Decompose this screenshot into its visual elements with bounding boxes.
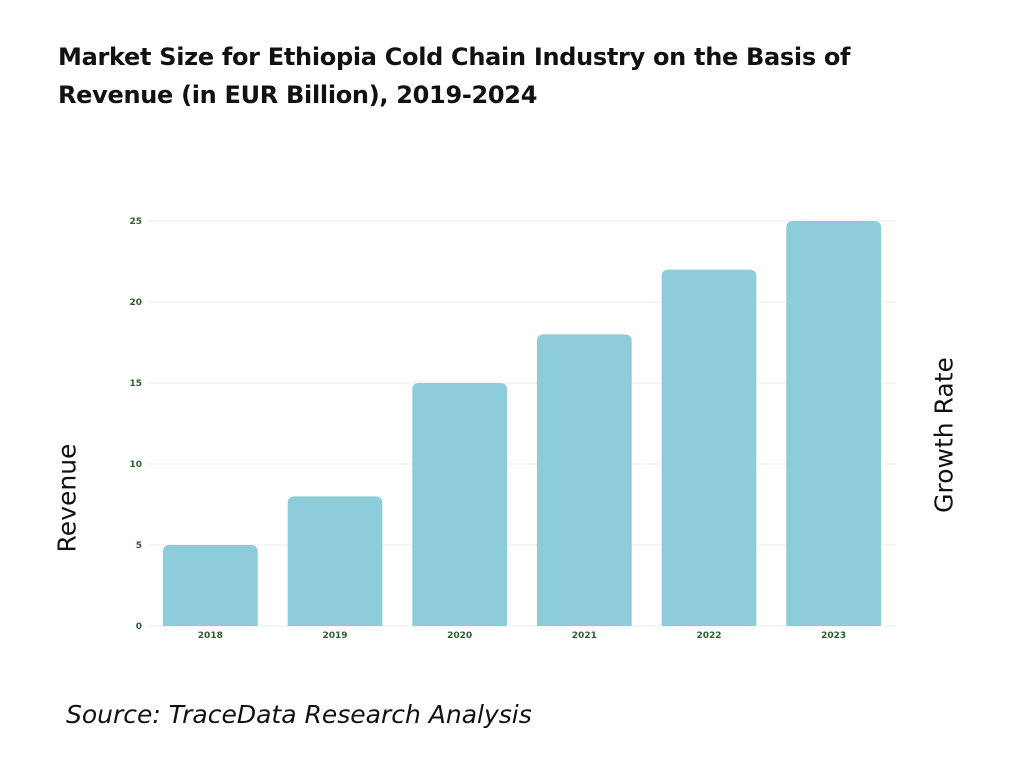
bar — [287, 496, 383, 626]
x-axis-ticks: 2018 2019 2020 2021 2022 2023 — [198, 631, 846, 641]
y-axis-ticks: 0 5 10 15 20 25 — [129, 217, 142, 632]
x-tick-label: 2022 — [696, 631, 721, 641]
x-tick-label: 2020 — [447, 631, 472, 641]
y-tick-label: 25 — [129, 217, 142, 227]
bar — [661, 269, 757, 626]
y-tick-label: 10 — [129, 460, 142, 470]
gridlines — [148, 220, 896, 627]
bars — [162, 221, 882, 626]
y-tick-label: 20 — [129, 298, 142, 308]
bar — [412, 383, 508, 626]
bar — [786, 221, 882, 626]
x-tick-label: 2019 — [322, 631, 347, 641]
y-tick-label: 15 — [129, 379, 142, 389]
y-tick-label: 0 — [136, 622, 142, 632]
chart-title: Market Size for Ethiopia Cold Chain Indu… — [58, 43, 851, 109]
bar — [162, 545, 258, 626]
x-tick-label: 2023 — [821, 631, 846, 641]
source-note: Source: TraceData Research Analysis — [66, 700, 532, 729]
x-tick-label: 2018 — [198, 631, 223, 641]
x-tick-label: 2021 — [572, 631, 597, 641]
y-tick-label: 5 — [136, 541, 142, 551]
bar — [536, 334, 632, 626]
